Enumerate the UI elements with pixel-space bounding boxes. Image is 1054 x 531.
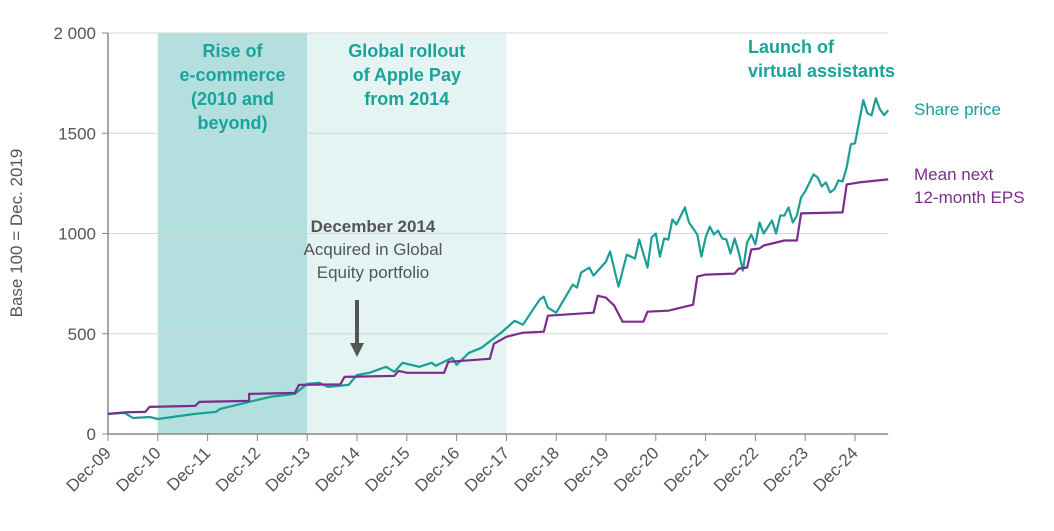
x-tick-label: Dec-24 — [810, 443, 862, 495]
y-tick-label: 500 — [68, 325, 96, 344]
x-tick-label: Dec-20 — [610, 443, 662, 495]
x-tick-label: Dec-14 — [312, 443, 364, 495]
x-tick-label: Dec-11 — [163, 443, 214, 494]
band-label: from 2014 — [364, 89, 449, 109]
legend-share-price: Share price — [914, 100, 1001, 119]
band-label: e-commerce — [179, 65, 285, 85]
series-line-share-price — [107, 97, 890, 421]
annotation-assistants: Launch of — [748, 37, 835, 57]
x-tick-label: Dec-21 — [660, 443, 712, 495]
x-tick-label: Dec-16 — [411, 443, 463, 495]
x-tick-label: Dec-22 — [710, 443, 762, 495]
y-tick-label: 0 — [87, 425, 96, 444]
y-axis-label: Base 100 = Dec. 2019 — [7, 149, 26, 318]
y-tick-label: 2 000 — [53, 24, 96, 43]
legend-eps: 12-month EPS — [914, 188, 1025, 207]
x-tick-label: Dec-13 — [262, 443, 314, 495]
x-tick-label: Dec-18 — [511, 443, 563, 495]
annotation-acquired: Equity portfolio — [317, 263, 429, 282]
x-tick-label: Dec-09 — [63, 443, 115, 495]
y-tick-label: 1000 — [58, 225, 96, 244]
annotation-assistants: virtual assistants — [748, 61, 895, 81]
band-label: (2010 and — [191, 89, 274, 109]
x-tick-label: Dec-17 — [461, 443, 513, 495]
band-label: of Apple Pay — [353, 65, 461, 85]
band-label: beyond) — [198, 113, 268, 133]
band-label: Rise of — [202, 41, 263, 61]
x-tick-label: Dec-15 — [361, 443, 413, 495]
series-line-eps — [107, 178, 889, 415]
x-tick-label: Dec-19 — [561, 443, 613, 495]
band-label: Global rollout — [348, 41, 465, 61]
y-tick-label: 1500 — [58, 124, 96, 143]
x-tick-label: Dec-23 — [760, 443, 812, 495]
legend-eps: Mean next — [914, 165, 994, 184]
annotation-acquired-title: December 2014 — [311, 217, 436, 236]
x-tick-label: Dec-10 — [112, 443, 164, 495]
arrow-head-icon — [350, 343, 364, 357]
annotation-acquired: Acquired in Global — [304, 240, 443, 259]
x-tick-label: Dec-12 — [212, 443, 264, 495]
